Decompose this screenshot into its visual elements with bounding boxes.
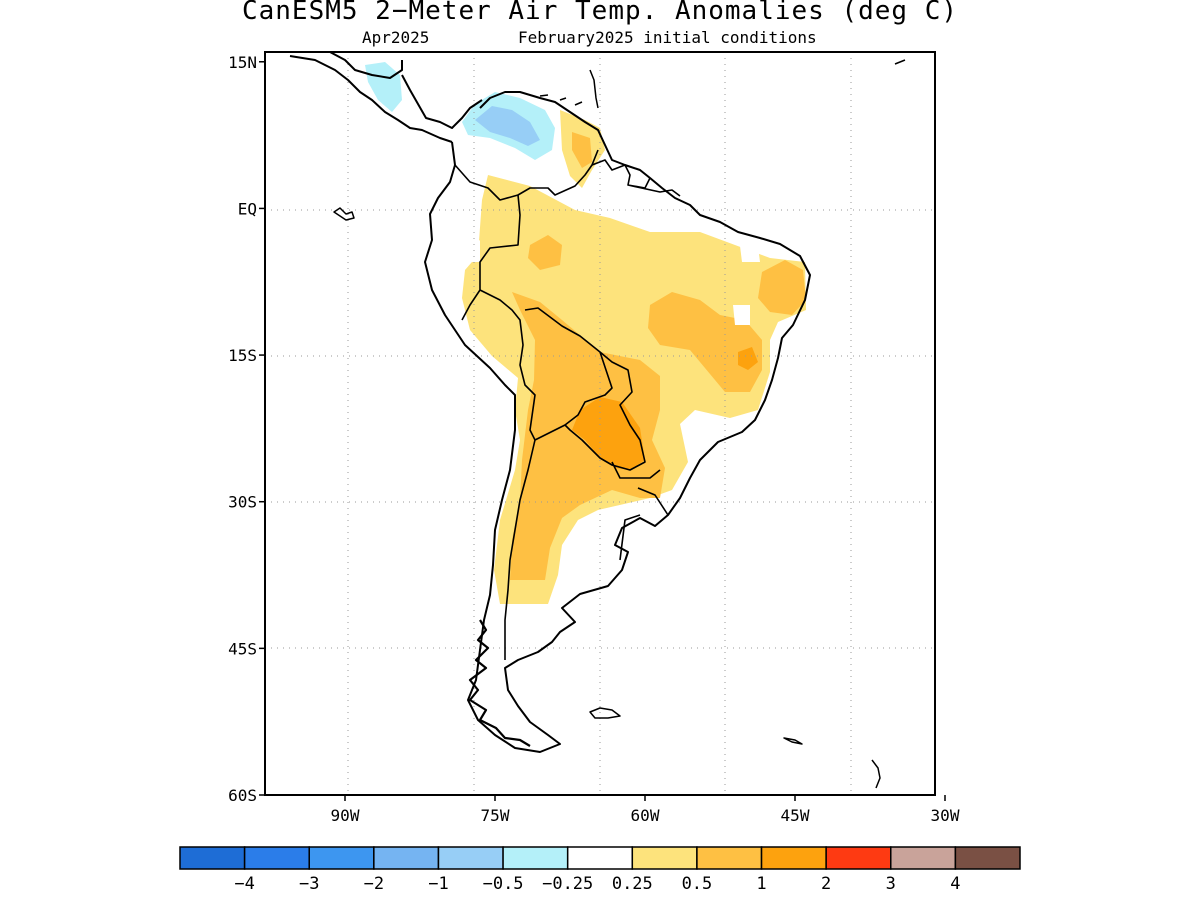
colorbar-swatch <box>696 846 763 870</box>
colorbar-label: −2 <box>364 874 384 894</box>
colorbar-swatch <box>631 846 698 870</box>
galapagos-islands <box>333 207 355 221</box>
lon-tick-label: 90W <box>331 806 360 825</box>
colorbar-label: 4 <box>950 874 960 894</box>
colorbar-label: −3 <box>299 874 319 894</box>
colorbar-label: −0.5 <box>483 874 524 894</box>
colorbar-label: −0.25 <box>542 874 593 894</box>
lat-tick-label: 60S <box>228 786 257 805</box>
anomaly-region-1-amazon <box>528 235 562 270</box>
colorbar-swatch <box>890 846 957 870</box>
initial-conditions-label: February2025 initial conditions <box>518 28 817 47</box>
anomaly-hole-2 <box>740 246 760 262</box>
colorbar-label: 3 <box>886 874 896 894</box>
lat-tick-label: 15N <box>228 53 257 72</box>
lat-tick-label: 15S <box>228 346 257 365</box>
anomaly-region-2-brazil <box>738 347 758 370</box>
southern-chile-fjords <box>468 619 531 747</box>
coastlines <box>289 52 906 789</box>
colorbar-label: −4 <box>234 874 254 894</box>
falkland-islands <box>589 707 621 719</box>
lat-tick-label: 30S <box>228 493 257 512</box>
country-borders <box>454 149 669 660</box>
south-georgia-island <box>783 737 803 745</box>
latitude-axis: 15N EQ 15S 30S 45S 60S <box>228 53 265 805</box>
map-title: CanESM5 2−Meter Air Temp. Anomalies (deg… <box>241 0 959 26</box>
longitude-axis: 90W 75W 60W 45W 30W <box>331 795 960 825</box>
colorbar-swatch <box>308 846 375 870</box>
anomaly-region-1-east <box>648 292 762 392</box>
colorbar-swatch <box>760 846 827 870</box>
south-america-coast <box>424 91 811 753</box>
colorbar-label: 2 <box>821 874 831 894</box>
colorbar-label: −1 <box>428 874 448 894</box>
colorbar-swatch <box>243 846 310 870</box>
lat-tick-label: 45S <box>228 639 257 658</box>
colorbar-swatch <box>179 846 246 870</box>
anomaly-hole-1 <box>733 305 750 325</box>
anomaly-region-2 <box>572 397 645 470</box>
anomaly-region-neg0.5 <box>475 106 540 146</box>
forecast-month: Apr2025 <box>362 28 430 47</box>
anomaly-region-1-venezuela <box>572 132 592 168</box>
south-atlantic-islands <box>871 759 881 789</box>
colorbar-label: 0.25 <box>612 874 653 894</box>
colorbar-swatch <box>437 846 504 870</box>
anomaly-region-1-ne <box>758 260 806 315</box>
colorbar-swatch <box>566 846 634 870</box>
lon-tick-label: 30W <box>931 806 960 825</box>
colorbar-swatch <box>825 846 892 870</box>
colorbar-label: 0.5 <box>682 874 713 894</box>
colorbar-swatch <box>502 846 569 870</box>
central-america-coast <box>289 52 483 143</box>
lon-tick-label: 60W <box>631 806 660 825</box>
colorbar-label: 1 <box>756 874 766 894</box>
colorbar-swatch <box>954 846 1021 870</box>
lon-tick-label: 45W <box>781 806 810 825</box>
colorbar-swatch <box>373 846 440 870</box>
lon-tick-label: 75W <box>481 806 510 825</box>
lat-tick-label: EQ <box>238 199 257 218</box>
anomaly-shading <box>365 62 806 604</box>
colorbar: −4 −3 −2 −1 −0.5 −0.25 0.25 0.5 1 2 3 4 <box>179 846 1021 894</box>
venezuela-guianas-borders <box>591 159 681 197</box>
caribbean-islands <box>539 59 906 109</box>
map-grid <box>265 52 935 795</box>
map-frame <box>264 51 936 796</box>
